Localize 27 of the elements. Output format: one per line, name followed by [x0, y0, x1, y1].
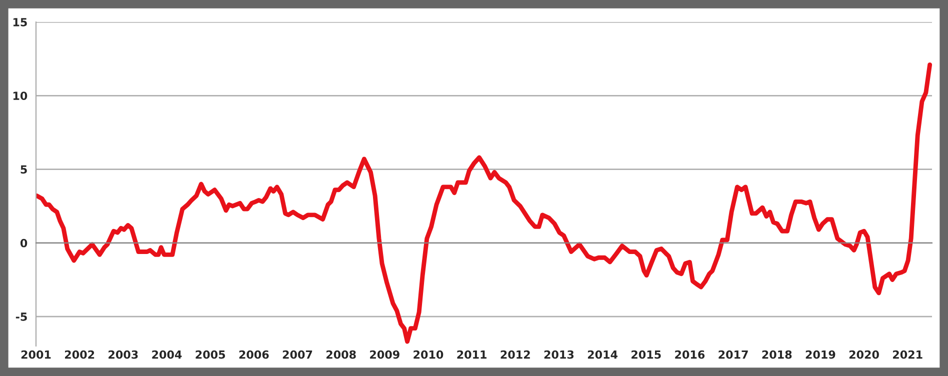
x-tick-label: 2018: [762, 350, 792, 359]
y-tick-label: 0: [20, 238, 28, 248]
x-tick-label: 2021: [893, 350, 922, 359]
x-tick-label: 2019: [806, 350, 836, 359]
x-tick-label: 2005: [196, 350, 226, 359]
y-tick-label: 15: [13, 18, 27, 26]
x-tick-label: 2015: [632, 350, 661, 359]
x-tick-label: 2009: [370, 350, 400, 359]
line-series: [36, 62, 932, 344]
x-tick-label: 2012: [500, 350, 530, 359]
x-tick-label: 2013: [544, 350, 574, 359]
x-tick-label: 2014: [588, 350, 618, 359]
x-tick-label: 2007: [282, 350, 312, 359]
y-tick-label: 5: [20, 165, 27, 174]
x-tick-label: 2001: [21, 350, 51, 359]
x-tick-label: 2002: [64, 350, 94, 359]
x-tick-label: 2008: [326, 350, 356, 359]
x-tick-label: 2011: [457, 350, 486, 359]
y-tick-label: -5: [16, 312, 27, 321]
x-tick-label: 2006: [239, 350, 269, 359]
x-tick-label: 2017: [718, 350, 748, 359]
x-tick-label: 2004: [152, 350, 182, 359]
x-tick-label: 2010: [414, 350, 444, 359]
x-tick-label: 2020: [849, 350, 879, 359]
y-tick-label: 10: [13, 92, 28, 100]
x-tick-label: 2016: [675, 350, 705, 359]
x-tick-label: 2003: [108, 350, 138, 359]
